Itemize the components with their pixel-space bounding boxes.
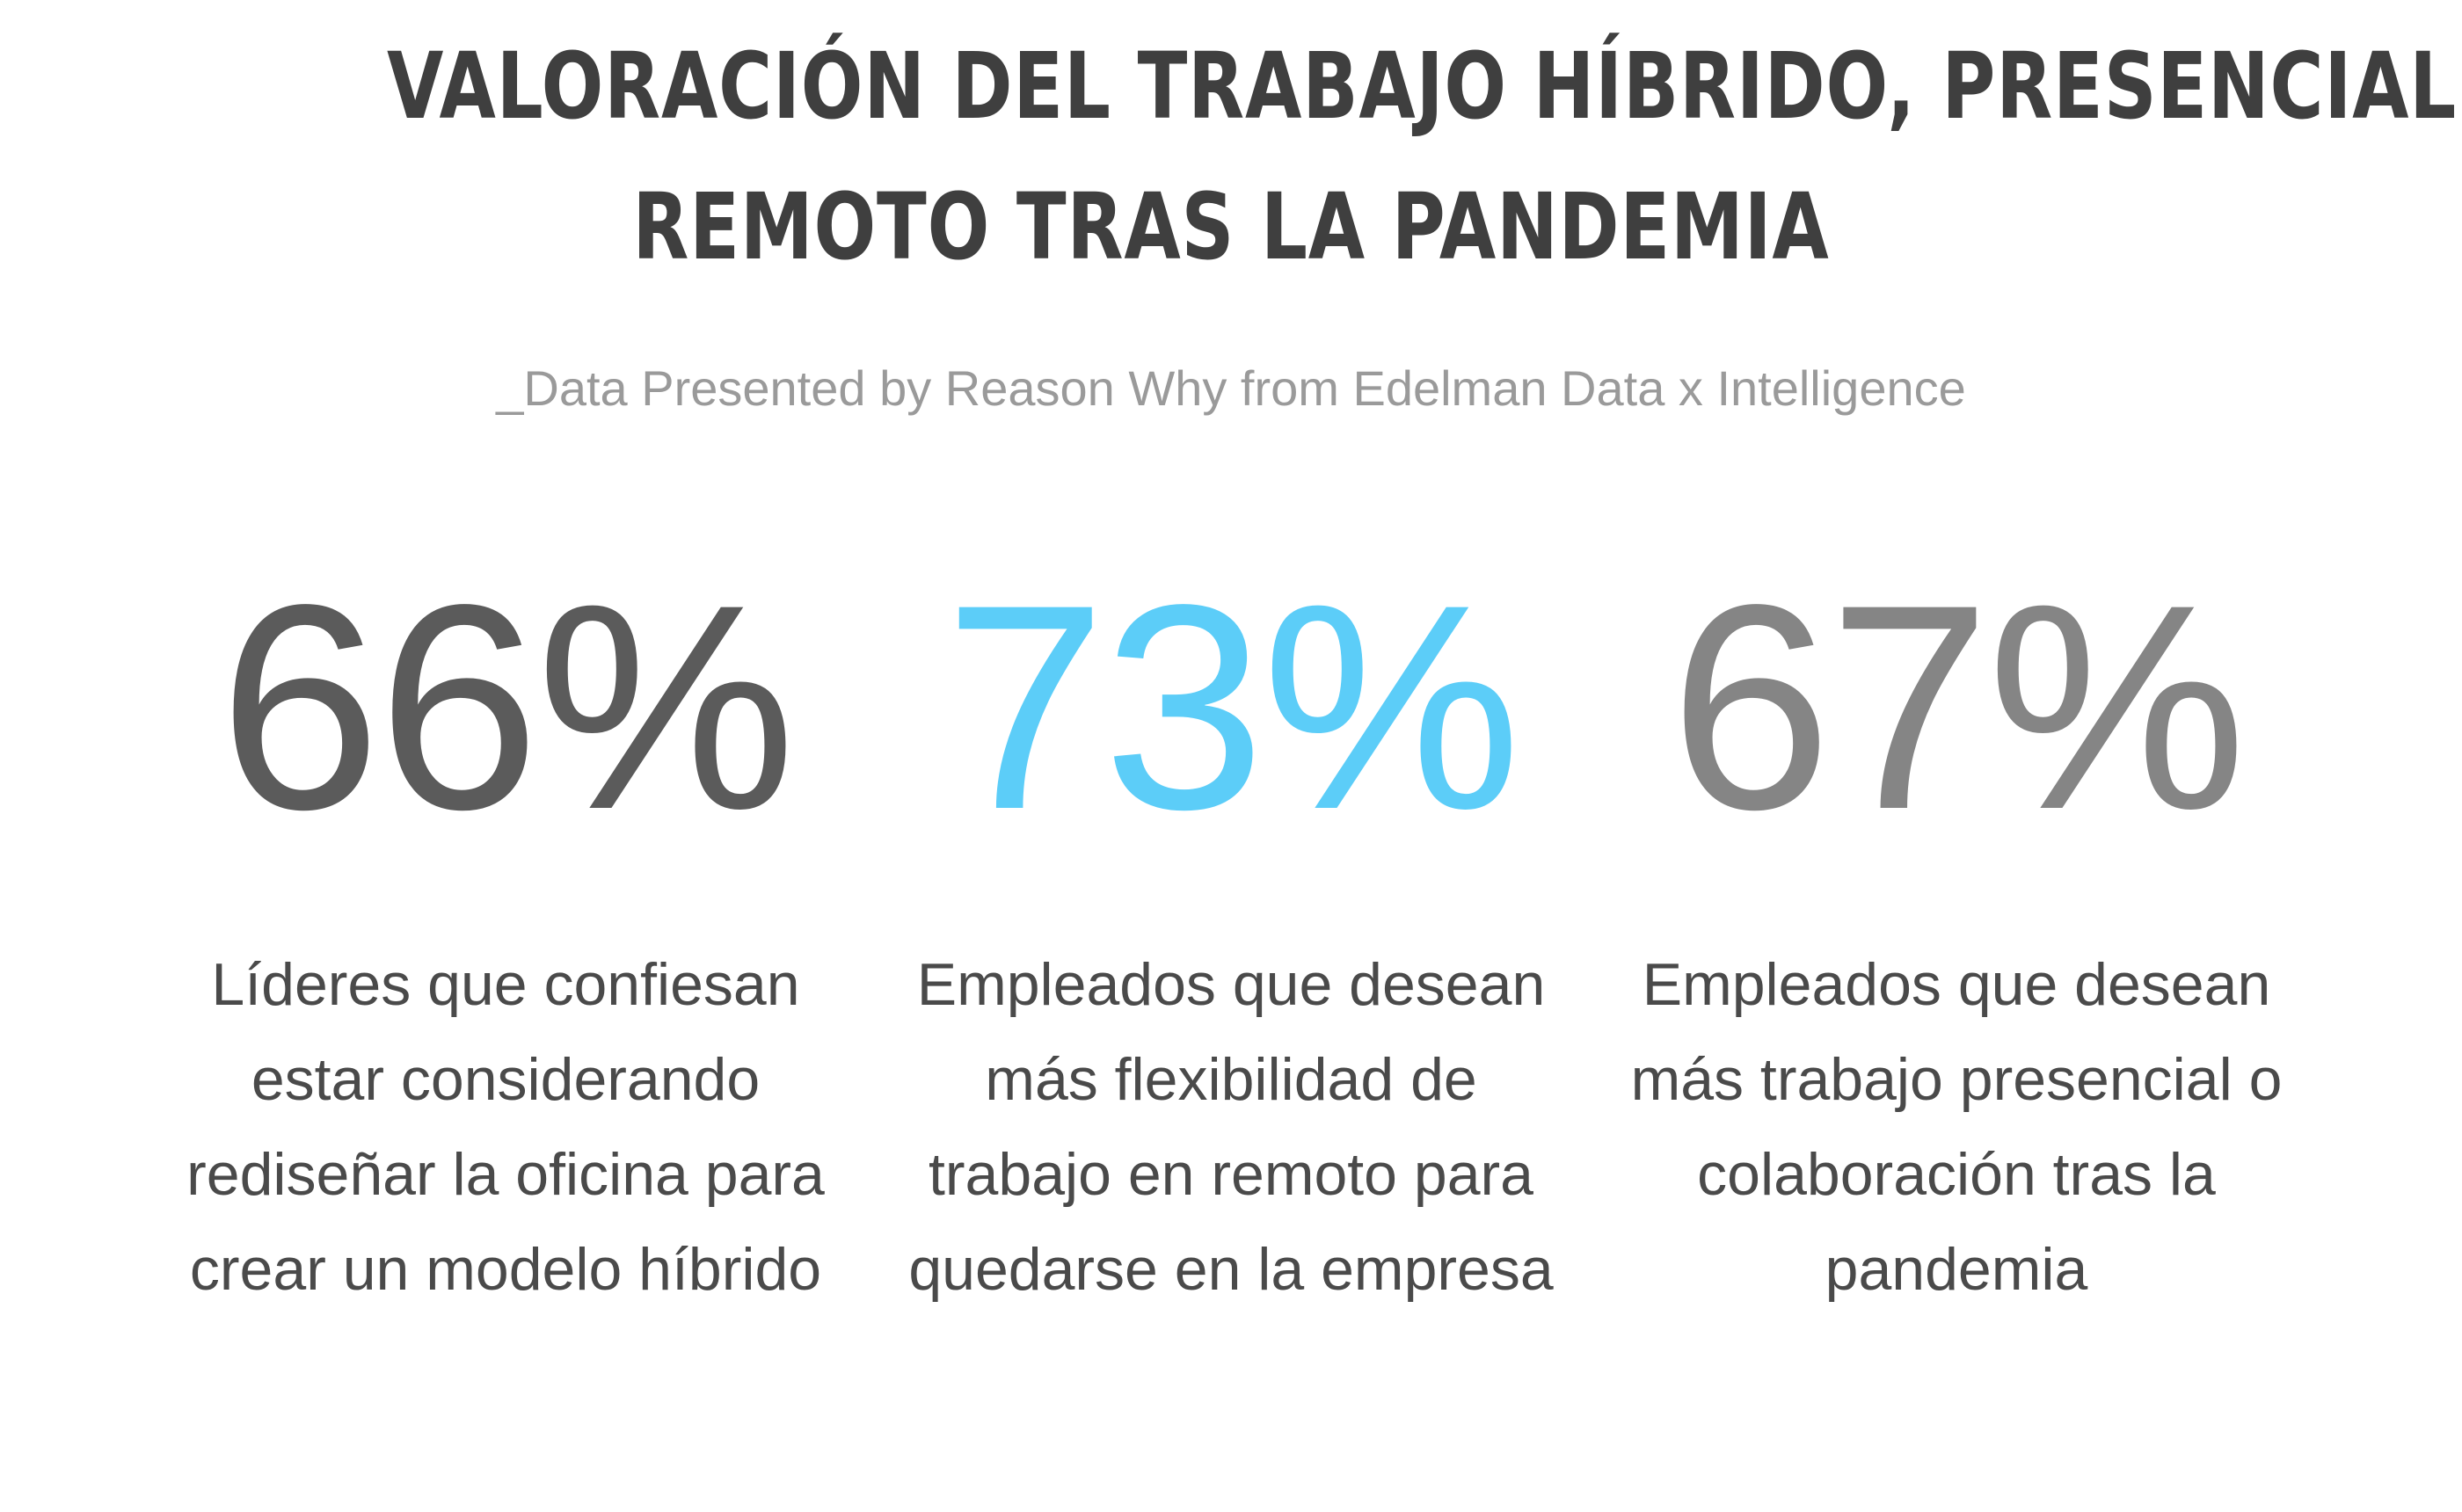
page-title: VALORACIÓN DEL TRABAJO HÍBRIDO, PRESENCI…	[387, 16, 2462, 297]
stat-description-line: quedarse en la empresa	[908, 1236, 1554, 1303]
subtitle: _Data Presented by Reason Why from Edelm…	[496, 360, 1966, 416]
stat-description-line: crear un modelo híbrido	[189, 1236, 822, 1303]
stat-employees-remote-flexibility: 73% Empleados que desean más flexibilida…	[870, 544, 1592, 1317]
stat-description: Empleados que desean más flexibilidad de…	[870, 937, 1592, 1317]
stat-description-line: Líderes que confiesan	[211, 951, 800, 1018]
stat-employees-onsite-collaboration: 67% Empleados que desean más trabajo pre…	[1596, 544, 2317, 1317]
stat-leaders-office-redesign: 66% Líderes que confiesan estar consider…	[145, 544, 866, 1317]
stat-description: Líderes que confiesan estar considerando…	[145, 937, 866, 1317]
stat-description-line: más trabajo presencial o	[1630, 1046, 2283, 1113]
stat-description-line: más flexibilidad de	[985, 1046, 1477, 1113]
stat-description-line: Empleados que desean	[1642, 951, 2271, 1018]
stat-description-line: trabajo en remoto para	[929, 1141, 1533, 1208]
stat-description: Empleados que desean más trabajo presenc…	[1596, 937, 2317, 1317]
stat-description-line: Empleados que desean	[916, 951, 1546, 1018]
title-line-2: REMOTO TRAS LA PANDEMIA	[632, 173, 1830, 280]
stat-value: 73%	[943, 544, 1522, 870]
stat-value: 66%	[218, 544, 797, 870]
stat-description-line: colaboración tras la	[1697, 1141, 2216, 1208]
title-line-1: VALORACIÓN DEL TRABAJO HÍBRIDO, PRESENCI…	[387, 33, 2462, 140]
stat-description-line: estar considerando	[251, 1046, 761, 1113]
stat-description-line: rediseñar la oficina para	[186, 1141, 825, 1208]
stat-description-line: pandemia	[1825, 1236, 2088, 1303]
stat-value: 67%	[1669, 544, 2247, 870]
